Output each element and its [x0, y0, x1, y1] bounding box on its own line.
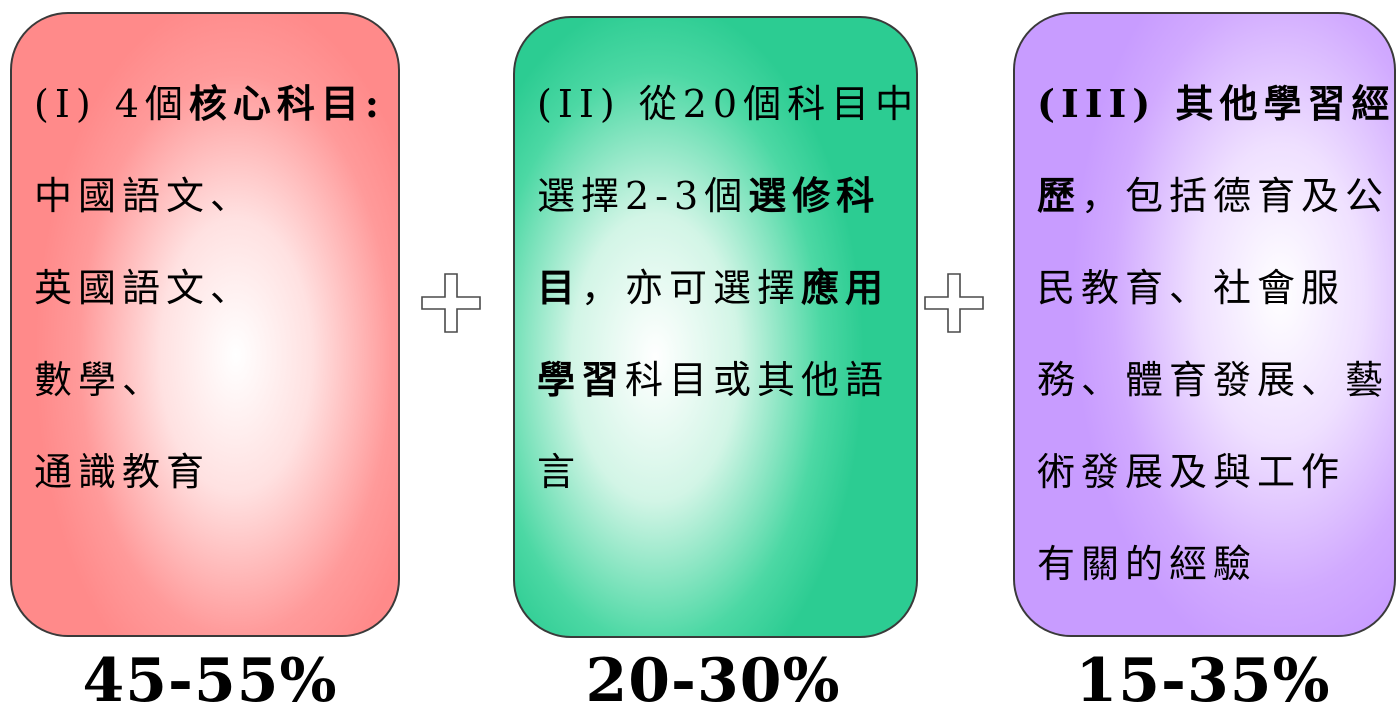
line-segment-bold: 選修科: [748, 173, 881, 218]
line-segment: 言: [537, 450, 582, 494]
box-line: 有關的經驗: [1037, 518, 1394, 610]
core-subjects-box: (I) 4個核心科目: 中國語文、 英國語文、 數學、 通識教育: [10, 12, 400, 637]
line-segment-bold: 應用: [801, 265, 890, 310]
box-line: 民教育、社會服: [1037, 242, 1394, 334]
line-segment-bold: 目: [537, 265, 582, 310]
line-segment: 中國語文、: [34, 174, 255, 218]
line-segment-bold: (III) 其他學習經: [1037, 81, 1396, 126]
line-segment: 英國語文、: [34, 266, 255, 310]
line-segment: ，包括德育及公: [1081, 174, 1390, 218]
line-segment: 數學、: [34, 358, 167, 402]
ole-percentage-label: 15-35%: [1075, 646, 1331, 716]
box-line: 英國語文、: [34, 242, 398, 334]
line-segment: 民教育、社會服: [1037, 266, 1346, 310]
box-line: 數學、: [34, 334, 398, 426]
line-segment: 務、體育發展、藝: [1037, 358, 1390, 402]
line-segment: 術發展及與工作: [1037, 450, 1346, 494]
box-line: 學習科目或其他語: [537, 334, 916, 426]
box-line: (II) 從20個科目中: [537, 58, 916, 150]
box-line: (III) 其他學習經: [1037, 58, 1394, 150]
core-percentage-label: 45-55%: [82, 646, 338, 716]
line-segment-bold: 歷: [1037, 173, 1082, 218]
line-segment: (II) 從20個科目中: [537, 82, 920, 126]
line-segment-bold: 核心科目:: [188, 81, 385, 126]
elective-percentage-label: 20-30%: [585, 646, 841, 716]
line-segment: 有關的經驗: [1037, 542, 1258, 586]
box-line: 目，亦可選擇應用: [537, 242, 916, 334]
line-segment: 通識教育: [34, 450, 211, 494]
box-line: 通識教育: [34, 426, 398, 518]
line-segment: 選擇2-3個: [537, 174, 749, 218]
box-line: 務、體育發展、藝: [1037, 334, 1394, 426]
box-line: 歷，包括德育及公: [1037, 150, 1394, 242]
box-line: 中國語文、: [34, 150, 398, 242]
line-segment: (I) 4個: [34, 82, 189, 126]
elective-subjects-box: (II) 從20個科目中 選擇2-3個選修科 目，亦可選擇應用 學習科目或其他語…: [513, 16, 918, 638]
plus-outline-icon: [421, 273, 481, 333]
box-line: 選擇2-3個選修科: [537, 150, 916, 242]
line-segment: ，亦可選擇: [581, 266, 802, 310]
line-segment-bold: 學習: [537, 357, 626, 402]
box-line: (I) 4個核心科目:: [34, 58, 398, 150]
plus-outline-icon: [924, 273, 984, 333]
line-segment: 科目或其他語: [625, 358, 890, 402]
other-learning-experiences-box: (III) 其他學習經 歷，包括德育及公 民教育、社會服 務、體育發展、藝 術發…: [1013, 12, 1396, 637]
box-line: 言: [537, 426, 916, 518]
box-line: 術發展及與工作: [1037, 426, 1394, 518]
